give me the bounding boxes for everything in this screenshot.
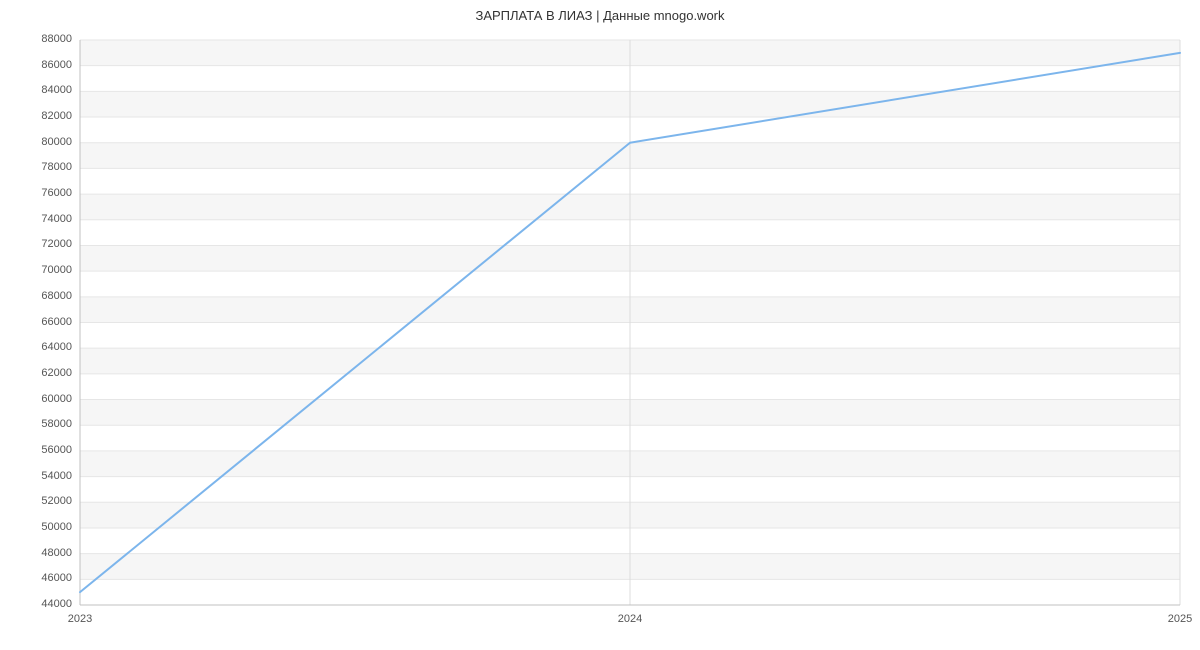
y-tick-label: 86000 [22, 59, 72, 71]
y-tick-label: 66000 [22, 316, 72, 328]
chart-plot-svg [0, 0, 1200, 650]
y-tick-label: 88000 [22, 33, 72, 45]
y-tick-label: 48000 [22, 547, 72, 559]
y-tick-label: 50000 [22, 521, 72, 533]
y-tick-label: 68000 [22, 290, 72, 302]
y-tick-label: 72000 [22, 238, 72, 250]
y-tick-label: 44000 [22, 598, 72, 610]
y-tick-label: 62000 [22, 367, 72, 379]
y-tick-label: 56000 [22, 444, 72, 456]
y-tick-label: 80000 [22, 136, 72, 148]
y-tick-label: 84000 [22, 84, 72, 96]
x-tick-label: 2023 [40, 613, 120, 625]
y-tick-label: 76000 [22, 187, 72, 199]
salary-line-chart: ЗАРПЛАТА В ЛИАЗ | Данные mnogo.work 4400… [0, 0, 1200, 650]
y-tick-label: 78000 [22, 161, 72, 173]
y-tick-label: 74000 [22, 213, 72, 225]
y-tick-label: 58000 [22, 418, 72, 430]
y-tick-label: 82000 [22, 110, 72, 122]
x-tick-label: 2025 [1140, 613, 1200, 625]
y-tick-label: 52000 [22, 495, 72, 507]
y-tick-label: 46000 [22, 572, 72, 584]
x-tick-label: 2024 [590, 613, 670, 625]
y-tick-label: 64000 [22, 341, 72, 353]
y-tick-label: 60000 [22, 393, 72, 405]
y-tick-label: 70000 [22, 264, 72, 276]
y-tick-label: 54000 [22, 470, 72, 482]
